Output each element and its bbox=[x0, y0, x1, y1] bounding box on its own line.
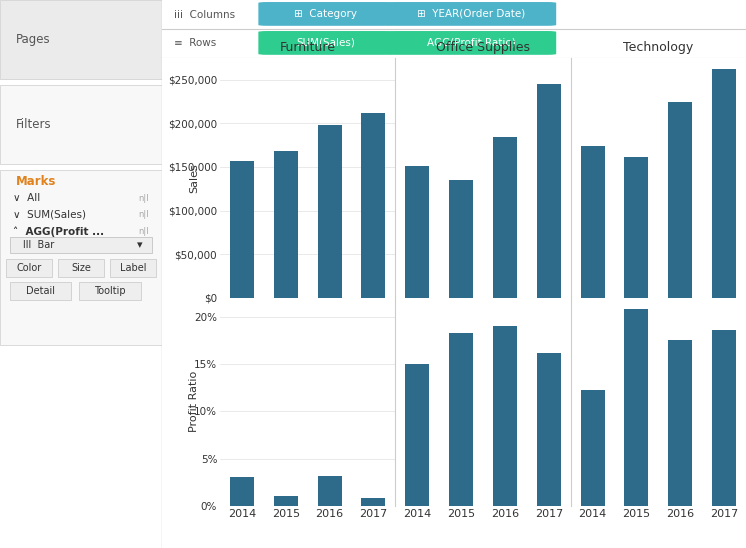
Bar bbox=[668, 101, 692, 298]
FancyBboxPatch shape bbox=[258, 31, 392, 55]
Text: ≡  Rows: ≡ Rows bbox=[174, 38, 216, 49]
Bar bbox=[0, 170, 162, 345]
Text: ∨  All: ∨ All bbox=[13, 193, 40, 203]
Bar bbox=[668, 340, 692, 506]
Title: Technology: Technology bbox=[623, 41, 694, 54]
Bar bbox=[493, 326, 517, 506]
Text: Marks: Marks bbox=[16, 175, 57, 189]
Text: lll  Bar: lll Bar bbox=[22, 240, 54, 250]
Bar bbox=[493, 138, 517, 298]
FancyBboxPatch shape bbox=[387, 31, 557, 55]
Text: n|l: n|l bbox=[139, 227, 149, 236]
Bar bbox=[624, 309, 648, 506]
Text: ˄  AGG(Profit ...: ˄ AGG(Profit ... bbox=[13, 226, 104, 237]
Bar bbox=[449, 333, 473, 506]
Bar bbox=[230, 477, 254, 506]
Text: Color: Color bbox=[16, 263, 42, 273]
Bar bbox=[274, 151, 298, 298]
Bar bbox=[79, 282, 141, 300]
Bar bbox=[318, 476, 342, 506]
Title: Furniture: Furniture bbox=[280, 41, 336, 54]
Bar bbox=[624, 157, 648, 298]
Bar bbox=[58, 259, 104, 277]
Text: ▾: ▾ bbox=[137, 240, 142, 250]
Text: Sales: Sales bbox=[189, 163, 199, 193]
Text: ⊞  Category: ⊞ Category bbox=[294, 9, 357, 19]
Title: Office Supplies: Office Supplies bbox=[436, 41, 530, 54]
Bar bbox=[580, 146, 605, 298]
Text: SUM(Sales): SUM(Sales) bbox=[296, 38, 355, 48]
Bar bbox=[536, 352, 561, 506]
Text: Pages: Pages bbox=[16, 33, 51, 46]
Bar bbox=[361, 499, 386, 506]
Bar bbox=[712, 330, 736, 506]
Text: AGG(Profit Ratio): AGG(Profit Ratio) bbox=[427, 38, 516, 48]
Text: Label: Label bbox=[119, 263, 146, 273]
Text: Detail: Detail bbox=[26, 286, 55, 296]
Text: n|l: n|l bbox=[139, 210, 149, 219]
Bar bbox=[405, 364, 429, 506]
Text: ∨  SUM(Sales): ∨ SUM(Sales) bbox=[13, 210, 86, 220]
Bar bbox=[536, 84, 561, 298]
Text: Profit Ratio: Profit Ratio bbox=[189, 371, 199, 432]
Bar bbox=[230, 161, 254, 298]
FancyBboxPatch shape bbox=[258, 2, 392, 26]
Bar bbox=[0, 85, 162, 164]
Bar bbox=[318, 125, 342, 298]
Text: ⊞  YEAR(Order Date): ⊞ YEAR(Order Date) bbox=[418, 9, 526, 19]
Bar bbox=[449, 180, 473, 298]
Bar bbox=[405, 166, 429, 298]
Text: n|l: n|l bbox=[139, 194, 149, 203]
Text: iii  Columns: iii Columns bbox=[174, 9, 235, 20]
Bar bbox=[0, 0, 162, 79]
FancyBboxPatch shape bbox=[387, 2, 557, 26]
Bar bbox=[7, 259, 51, 277]
Text: Tooltip: Tooltip bbox=[94, 286, 126, 296]
Bar bbox=[274, 495, 298, 506]
Bar bbox=[361, 113, 386, 298]
Bar bbox=[10, 237, 152, 253]
Bar bbox=[10, 282, 72, 300]
Bar bbox=[580, 391, 605, 506]
Text: Size: Size bbox=[71, 263, 91, 273]
Bar bbox=[110, 259, 155, 277]
Text: Filters: Filters bbox=[16, 118, 51, 131]
Bar bbox=[712, 70, 736, 298]
